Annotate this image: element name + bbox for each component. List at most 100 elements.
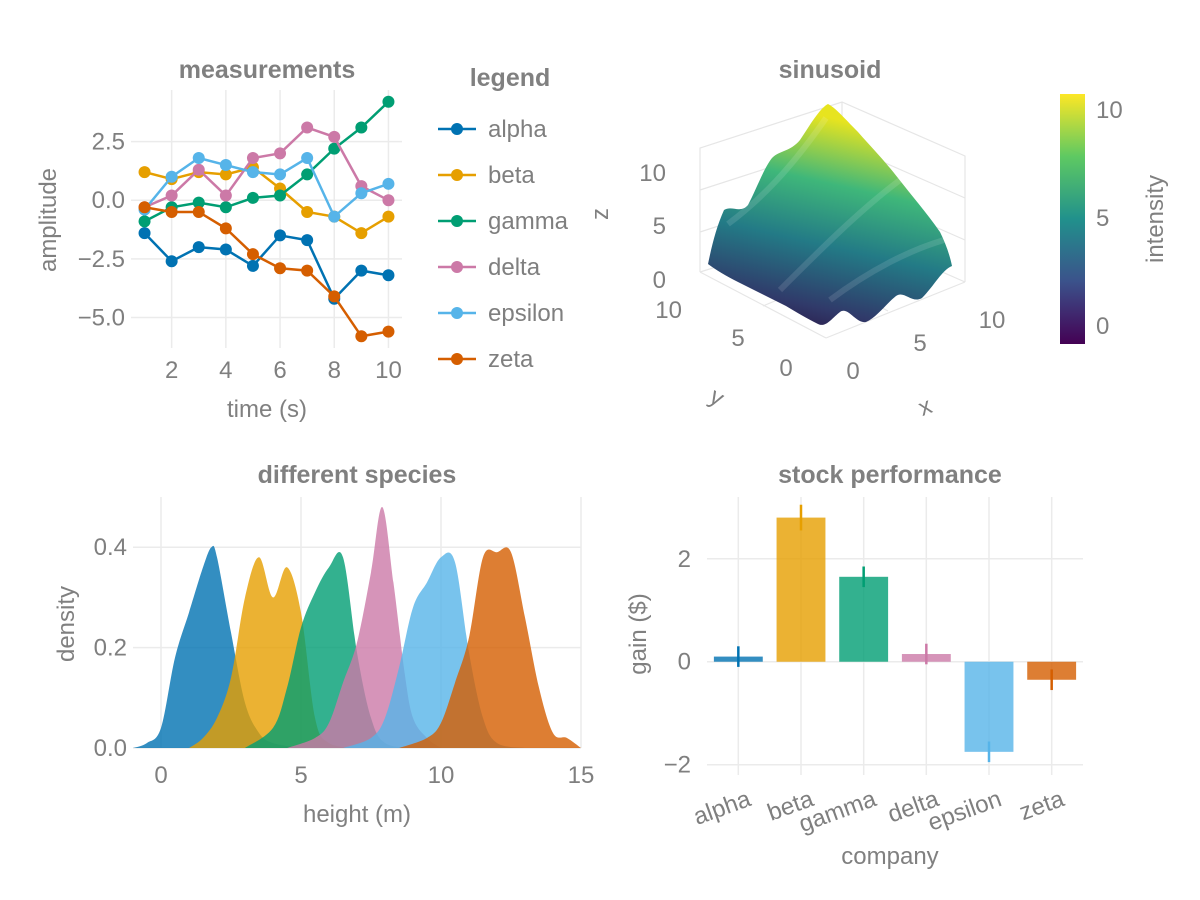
xtick-6: 6 <box>273 357 286 384</box>
ytick-1: 0 <box>678 649 691 676</box>
sinusoid-panel: sinusoid 0 5 10 10 5 0 <box>587 56 1169 422</box>
point-beta-9 <box>355 227 368 240</box>
x-tick-10: 10 <box>979 307 1006 334</box>
ytick-2: −2.5 <box>78 246 125 273</box>
point-delta-6 <box>274 147 287 160</box>
legend-title: legend <box>470 64 551 92</box>
point-epsilon-8 <box>328 210 341 223</box>
series-line-epsilon <box>143 156 389 219</box>
legend-label-alpha: alpha <box>488 116 547 143</box>
species-title: different species <box>258 461 457 489</box>
legend-marker-zeta <box>451 353 463 365</box>
point-zeta-7 <box>301 264 314 277</box>
point-epsilon-5 <box>246 166 259 179</box>
sinusoid-surface <box>708 104 952 325</box>
point-gamma-7 <box>301 168 314 181</box>
legend-marker-beta <box>451 169 463 181</box>
category-label-zeta: zeta <box>1016 785 1068 826</box>
species-xlabel: height (m) <box>303 801 411 828</box>
stock-grid <box>707 497 1083 775</box>
density-gamma <box>245 551 413 748</box>
legend-marker-delta <box>451 261 463 273</box>
point-epsilon-2 <box>165 170 178 183</box>
category-label-alpha: alpha <box>690 785 755 831</box>
point-gamma-4 <box>219 201 232 214</box>
sinusoid-ticks: 0 5 10 10 5 0 0 5 10 <box>639 160 1005 385</box>
z-tick-0: 0 <box>653 267 666 294</box>
point-delta-8 <box>328 130 341 143</box>
measurements-ticks: 2 4 6 8 10 2.5 0.0 −2.5 −5.0 <box>78 129 402 384</box>
measurements-ylabel: amplitude <box>35 168 62 272</box>
point-alpha-9 <box>355 264 368 277</box>
point-gamma-9 <box>355 121 368 134</box>
point-alpha-4 <box>219 243 232 256</box>
point-beta-4 <box>219 168 232 181</box>
xtick-4: 4 <box>219 357 232 384</box>
legend: legend alpha beta gamma delta epsilon zeta <box>438 64 569 373</box>
colorbar-tick-0: 0 <box>1096 313 1109 340</box>
species-series <box>133 506 581 748</box>
density-alpha <box>133 545 301 748</box>
legend-entries: alpha beta gamma delta epsilon zeta <box>438 116 569 373</box>
legend-label-gamma: gamma <box>488 208 569 235</box>
x-tick-0: 0 <box>846 358 859 385</box>
legend-label-delta: delta <box>488 254 541 281</box>
ytick-1: 0.0 <box>92 187 125 214</box>
point-alpha-2 <box>165 255 178 268</box>
species-ylabel: density <box>53 586 80 662</box>
point-delta-10 <box>382 194 395 207</box>
colorbar: 10 5 0 intensity <box>1060 94 1169 344</box>
point-zeta-4 <box>219 222 232 235</box>
series-line-beta <box>144 166 390 235</box>
point-zeta-6 <box>274 262 287 275</box>
xtick-10: 10 <box>375 357 402 384</box>
surface-ridges <box>726 116 945 303</box>
sinusoid-xlabel: x <box>915 392 936 422</box>
xtick-2: 2 <box>165 357 178 384</box>
point-zeta-9 <box>355 330 368 343</box>
ytick-2: 0.4 <box>94 534 127 561</box>
xtick-8: 8 <box>328 357 341 384</box>
point-alpha-1 <box>138 227 151 240</box>
bar-gamma <box>839 576 889 662</box>
point-alpha-5 <box>246 259 259 272</box>
point-zeta-5 <box>246 248 259 261</box>
legend-marker-epsilon <box>451 307 463 319</box>
sinusoid-title: sinusoid <box>779 56 882 84</box>
stock-bars <box>713 504 1077 763</box>
legend-label-zeta: zeta <box>488 346 534 373</box>
x-tick-5: 5 <box>913 330 926 357</box>
point-epsilon-6 <box>274 168 287 181</box>
legend-label-beta: beta <box>488 162 535 189</box>
point-alpha-6 <box>274 229 287 242</box>
point-delta-2 <box>165 189 178 202</box>
density-epsilon <box>343 552 525 748</box>
stock-title: stock performance <box>778 461 1002 489</box>
series-line-alpha <box>143 232 389 301</box>
species-ticks: 0 5 10 15 0.0 0.2 0.4 <box>94 534 595 789</box>
point-epsilon-4 <box>219 159 232 172</box>
series-line-zeta <box>144 206 389 338</box>
point-gamma-5 <box>246 191 259 204</box>
colorbar-gradient <box>1060 94 1085 344</box>
point-zeta-10 <box>382 325 395 338</box>
point-zeta-2 <box>165 205 178 218</box>
point-alpha-7 <box>301 234 314 247</box>
y-tick-0: 0 <box>779 355 792 382</box>
measurements-xlabel: time (s) <box>227 396 307 423</box>
bar-epsilon <box>964 661 1014 752</box>
point-gamma-6 <box>274 189 287 202</box>
point-delta-7 <box>301 121 314 134</box>
legend-marker-gamma <box>451 215 463 227</box>
species-panel: different species 0 5 10 15 0.0 0.2 0.4 height… <box>53 461 594 828</box>
xtick-15: 15 <box>568 762 595 789</box>
density-zeta <box>399 547 581 748</box>
point-gamma-1 <box>138 215 151 228</box>
colorbar-label: intensity <box>1142 175 1169 263</box>
category-label-epsilon: epsilon <box>924 785 1005 836</box>
colorbar-tick-10: 10 <box>1096 97 1123 124</box>
y-tick-10: 10 <box>655 297 682 324</box>
density-beta <box>189 557 357 748</box>
